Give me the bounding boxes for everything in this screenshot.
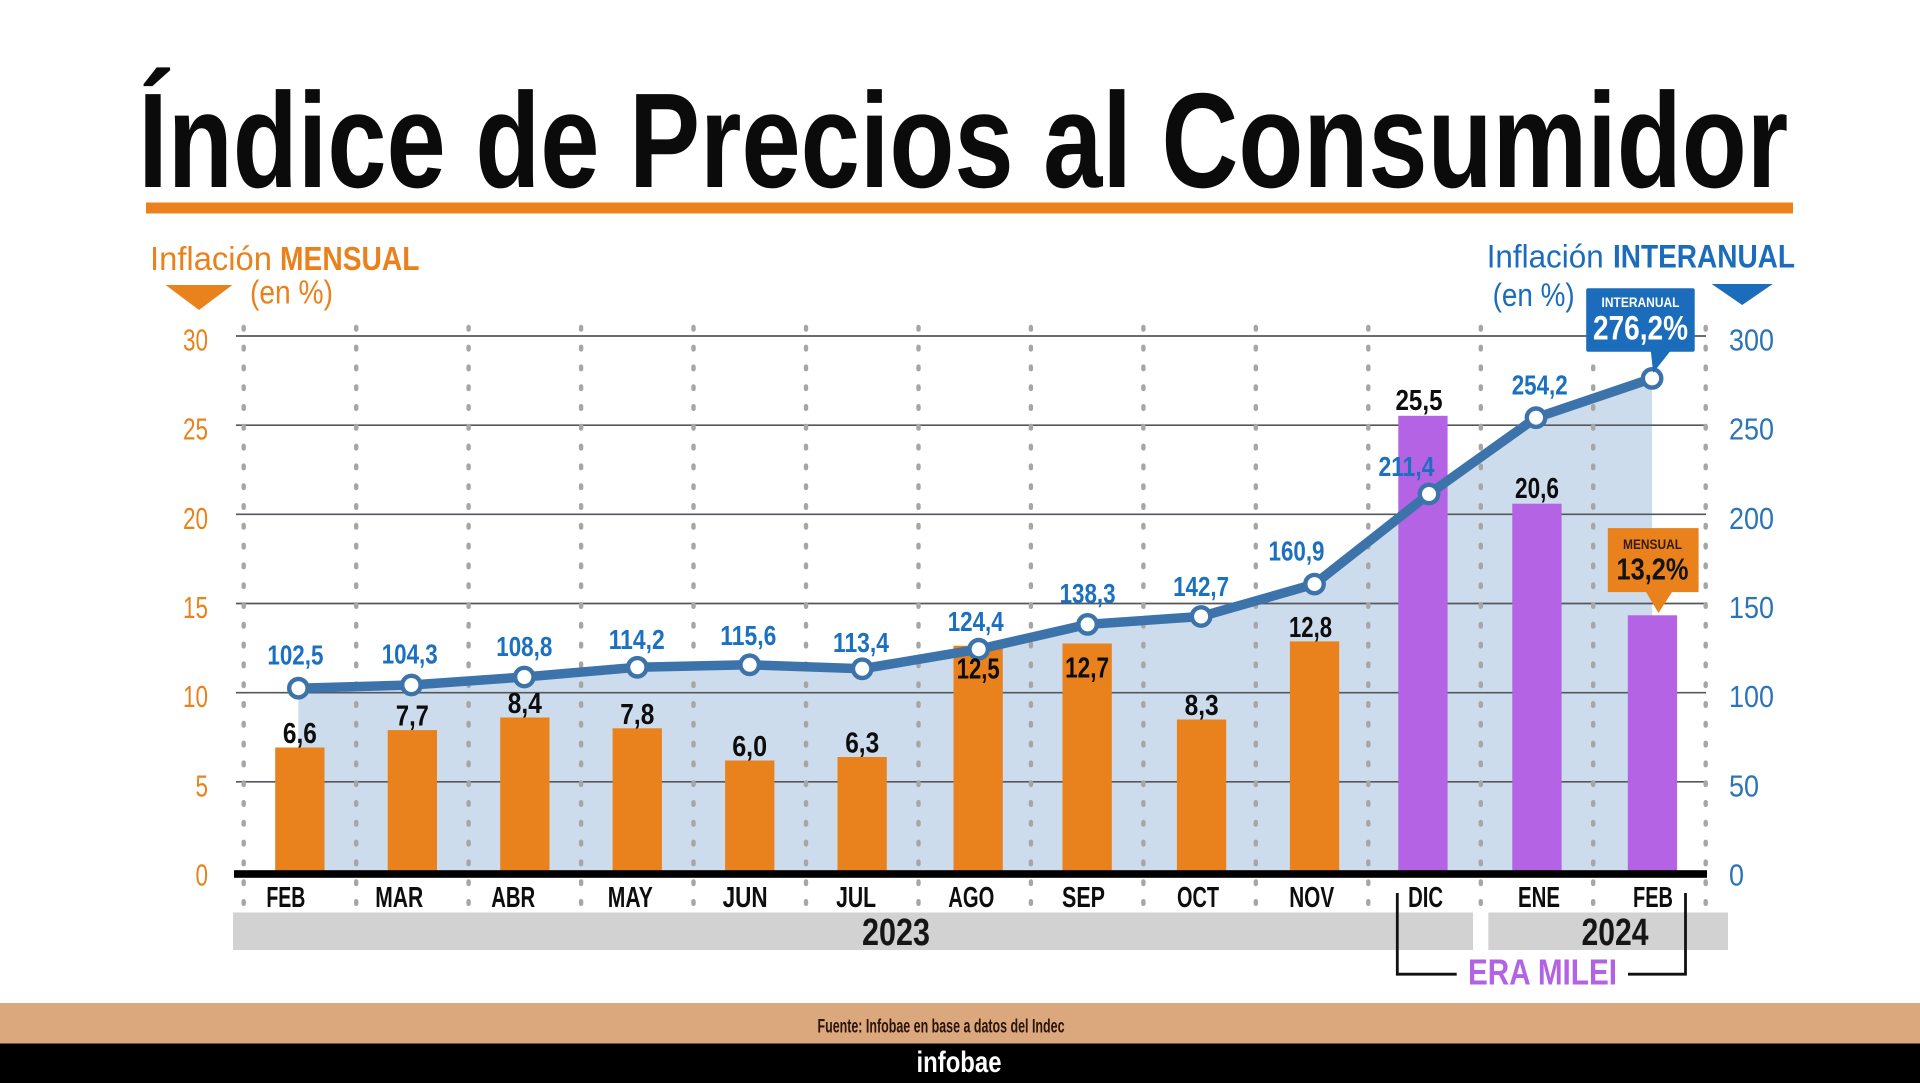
- svg-text:113,4: 113,4: [833, 627, 889, 658]
- svg-text:NOV: NOV: [1289, 882, 1334, 914]
- svg-text:6,0: 6,0: [732, 731, 767, 763]
- svg-text:25,5: 25,5: [1396, 385, 1443, 417]
- svg-text:142,7: 142,7: [1173, 571, 1229, 602]
- svg-text:MENSUAL: MENSUAL: [280, 240, 420, 277]
- svg-text:FEB: FEB: [266, 882, 305, 914]
- svg-text:104,3: 104,3: [382, 639, 438, 670]
- svg-text:138,3: 138,3: [1060, 578, 1116, 609]
- svg-text:0: 0: [196, 858, 209, 893]
- svg-text:MAY: MAY: [608, 882, 653, 914]
- svg-text:115,6: 115,6: [720, 620, 776, 651]
- svg-text:114,2: 114,2: [609, 624, 665, 655]
- svg-text:7,8: 7,8: [620, 699, 654, 731]
- svg-text:160,9: 160,9: [1269, 536, 1325, 567]
- svg-text:INTERANUAL: INTERANUAL: [1613, 239, 1795, 275]
- svg-text:OCT: OCT: [1177, 882, 1219, 914]
- svg-text:12,5: 12,5: [957, 654, 1000, 686]
- svg-text:20: 20: [183, 501, 208, 536]
- svg-text:124,4: 124,4: [948, 606, 1004, 637]
- svg-text:AGO: AGO: [948, 882, 994, 914]
- svg-text:20,6: 20,6: [1515, 473, 1559, 505]
- svg-text:8,4: 8,4: [508, 688, 542, 720]
- svg-text:30: 30: [183, 323, 208, 358]
- svg-text:2024: 2024: [1582, 912, 1649, 954]
- svg-text:Inflación: Inflación: [1487, 239, 1604, 275]
- svg-text:0: 0: [1729, 858, 1744, 893]
- svg-text:276,2%: 276,2%: [1593, 310, 1688, 348]
- svg-text:6,3: 6,3: [845, 728, 879, 760]
- svg-text:108,8: 108,8: [496, 631, 552, 662]
- svg-text:MAR: MAR: [375, 882, 423, 914]
- svg-text:Índice de Precios al Consumido: Índice de Precios al Consumidor: [138, 65, 1788, 216]
- svg-text:MENSUAL: MENSUAL: [1623, 537, 1682, 552]
- svg-text:7,7: 7,7: [396, 701, 429, 733]
- svg-text:Inflación: Inflación: [150, 240, 272, 277]
- svg-text:102,5: 102,5: [267, 639, 323, 670]
- svg-text:JUN: JUN: [723, 882, 768, 914]
- svg-text:12,7: 12,7: [1065, 653, 1109, 685]
- svg-text:250: 250: [1729, 412, 1774, 447]
- svg-text:(en %): (en %): [250, 274, 333, 311]
- svg-text:(en %): (en %): [1493, 277, 1575, 313]
- svg-text:13,2%: 13,2%: [1617, 552, 1689, 587]
- svg-text:6,6: 6,6: [283, 718, 317, 750]
- svg-text:ERA MILEI: ERA MILEI: [1468, 952, 1617, 993]
- svg-text:15: 15: [183, 590, 208, 625]
- svg-text:254,2: 254,2: [1512, 369, 1568, 400]
- svg-text:150: 150: [1729, 590, 1774, 625]
- svg-text:ENE: ENE: [1518, 882, 1560, 914]
- svg-text:2023: 2023: [862, 912, 930, 954]
- svg-text:100: 100: [1729, 679, 1774, 714]
- svg-text:DIC: DIC: [1408, 882, 1443, 914]
- svg-text:8,3: 8,3: [1185, 690, 1219, 722]
- svg-text:25: 25: [183, 412, 208, 447]
- svg-text:10: 10: [183, 679, 208, 714]
- svg-text:SEP: SEP: [1062, 882, 1105, 914]
- svg-text:50: 50: [1729, 768, 1759, 803]
- svg-text:300: 300: [1729, 323, 1774, 358]
- svg-text:JUL: JUL: [836, 882, 876, 914]
- svg-text:ABR: ABR: [491, 882, 535, 914]
- svg-text:INTERANUAL: INTERANUAL: [1602, 294, 1680, 310]
- svg-text:Fuente: Infobae en base a dato: Fuente: Infobae en base a datos del Inde…: [818, 1016, 1065, 1038]
- svg-text:12,8: 12,8: [1289, 612, 1332, 644]
- svg-text:211,4: 211,4: [1379, 451, 1435, 482]
- svg-text:FEB: FEB: [1633, 882, 1673, 914]
- svg-text:infobae: infobae: [917, 1046, 1002, 1079]
- svg-text:200: 200: [1729, 501, 1774, 536]
- svg-text:5: 5: [196, 768, 209, 803]
